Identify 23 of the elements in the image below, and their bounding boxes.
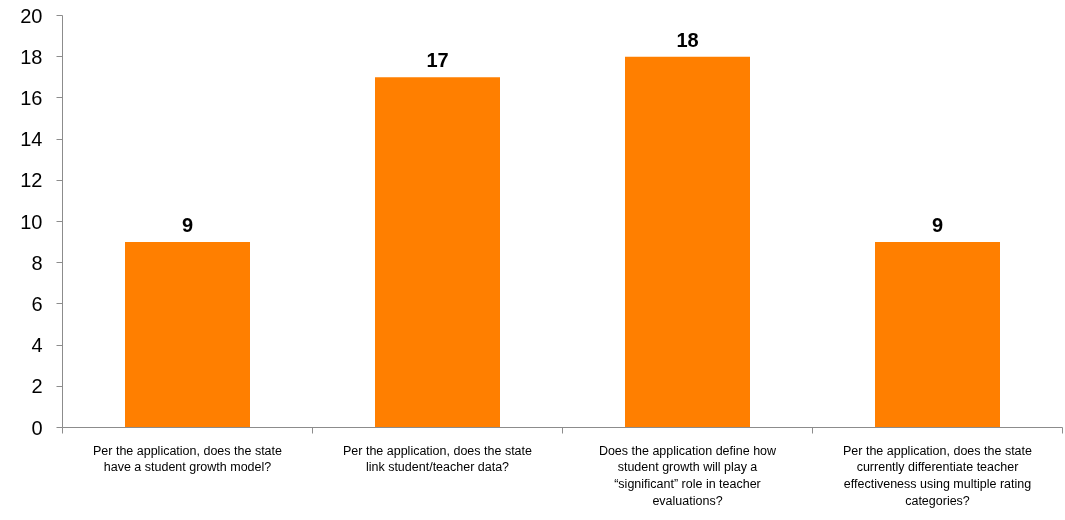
data-label: 17	[426, 49, 449, 72]
x-tick-label: Per the application, does the state have a student growth model?	[92, 443, 283, 475]
y-tick-label: 14	[20, 128, 43, 151]
bar	[125, 242, 250, 428]
x-tick-label: Per the application, does the state link student/teacher data?	[342, 443, 533, 475]
y-tick-label: 0	[31, 416, 43, 439]
y-tick-label: 6	[31, 292, 43, 315]
y-tick-label: 2	[31, 375, 43, 398]
data-label: 9	[181, 214, 194, 237]
bar	[875, 242, 1000, 428]
y-tick-label: 12	[20, 169, 43, 192]
bar	[625, 56, 750, 428]
x-tick-label: Does the application define how student growth will play a “significant” role in teacher evaluations?	[598, 443, 778, 508]
y-tick-label: 10	[20, 210, 43, 233]
bar	[375, 77, 500, 428]
data-label: 9	[931, 214, 944, 237]
x-tick-label: Per the application, does the state currently differentiate teacher effectiveness using multiple rating categories?	[842, 443, 1033, 508]
y-tick-label: 4	[31, 334, 43, 357]
data-label: 18	[676, 28, 699, 51]
y-tick-label: 20	[20, 4, 43, 27]
y-tick-label: 18	[20, 45, 43, 68]
y-tick-label: 8	[31, 251, 43, 274]
y-tick-label: 16	[20, 86, 43, 109]
